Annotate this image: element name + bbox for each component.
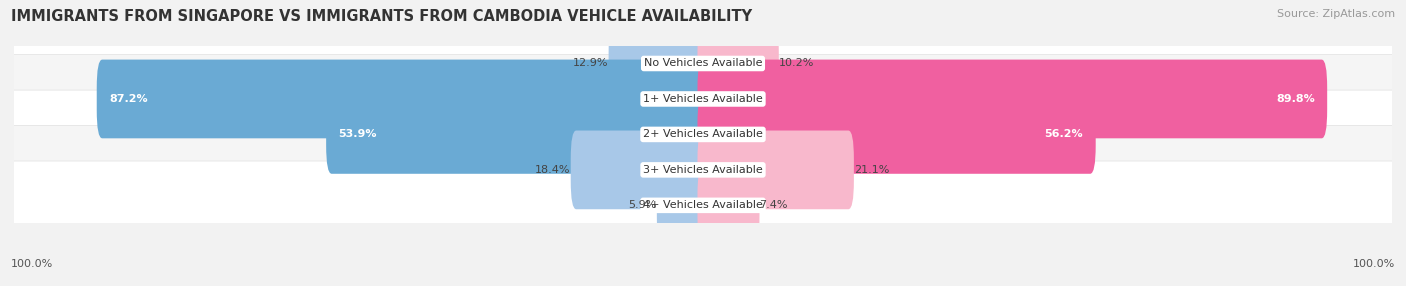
Text: 5.9%: 5.9% bbox=[628, 200, 657, 210]
Text: Source: ZipAtlas.com: Source: ZipAtlas.com bbox=[1277, 9, 1395, 19]
Text: IMMIGRANTS FROM SINGAPORE VS IMMIGRANTS FROM CAMBODIA VEHICLE AVAILABILITY: IMMIGRANTS FROM SINGAPORE VS IMMIGRANTS … bbox=[11, 9, 752, 23]
FancyBboxPatch shape bbox=[697, 95, 1095, 174]
FancyBboxPatch shape bbox=[657, 166, 709, 245]
FancyBboxPatch shape bbox=[97, 59, 709, 138]
FancyBboxPatch shape bbox=[571, 130, 709, 209]
FancyBboxPatch shape bbox=[8, 90, 1398, 179]
FancyBboxPatch shape bbox=[697, 24, 779, 103]
FancyBboxPatch shape bbox=[697, 166, 759, 245]
Text: 18.4%: 18.4% bbox=[536, 165, 571, 175]
Text: 12.9%: 12.9% bbox=[574, 59, 609, 68]
FancyBboxPatch shape bbox=[8, 126, 1398, 214]
Text: 21.1%: 21.1% bbox=[853, 165, 889, 175]
FancyBboxPatch shape bbox=[326, 95, 709, 174]
FancyBboxPatch shape bbox=[8, 161, 1398, 250]
Text: 2+ Vehicles Available: 2+ Vehicles Available bbox=[643, 130, 763, 139]
Text: 89.8%: 89.8% bbox=[1277, 94, 1315, 104]
Text: 56.2%: 56.2% bbox=[1045, 130, 1083, 139]
Text: 100.0%: 100.0% bbox=[1353, 259, 1395, 269]
Text: 4+ Vehicles Available: 4+ Vehicles Available bbox=[643, 200, 763, 210]
Text: 100.0%: 100.0% bbox=[11, 259, 53, 269]
Text: 1+ Vehicles Available: 1+ Vehicles Available bbox=[643, 94, 763, 104]
FancyBboxPatch shape bbox=[697, 130, 853, 209]
FancyBboxPatch shape bbox=[609, 24, 709, 103]
Text: No Vehicles Available: No Vehicles Available bbox=[644, 59, 762, 68]
FancyBboxPatch shape bbox=[8, 55, 1398, 143]
FancyBboxPatch shape bbox=[8, 19, 1398, 108]
Text: 3+ Vehicles Available: 3+ Vehicles Available bbox=[643, 165, 763, 175]
Text: 53.9%: 53.9% bbox=[339, 130, 377, 139]
FancyBboxPatch shape bbox=[697, 59, 1327, 138]
Text: 10.2%: 10.2% bbox=[779, 59, 814, 68]
Text: 7.4%: 7.4% bbox=[759, 200, 787, 210]
Text: 87.2%: 87.2% bbox=[110, 94, 148, 104]
